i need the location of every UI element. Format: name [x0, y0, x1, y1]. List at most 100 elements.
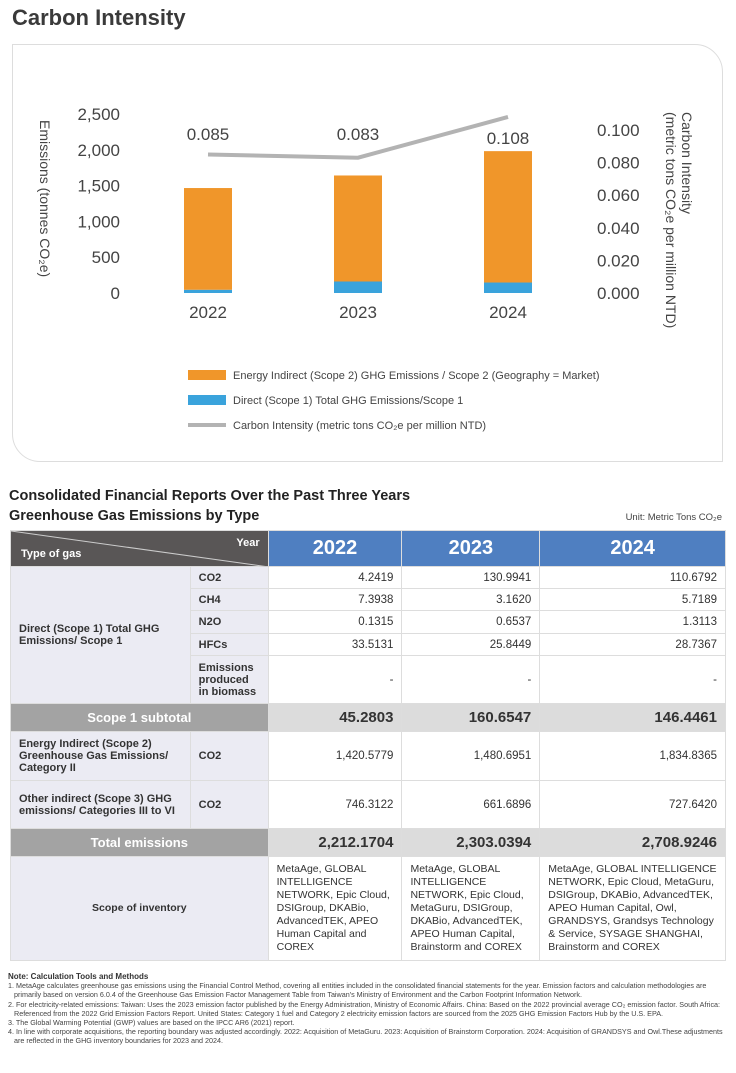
cell: 727.6420: [539, 780, 726, 829]
type-label: Type of gas: [21, 548, 82, 560]
scope2-bar: [484, 151, 532, 283]
scope1-row: Direct (Scope 1) Total GHG Emissions/ Sc…: [10, 566, 726, 704]
cell: 0.1315: [267, 610, 403, 634]
cell: MetaAge, GLOBAL INTELLIGENCE NETWORK, Ep…: [267, 856, 403, 961]
cell: 1,480.6951: [401, 731, 541, 781]
y2-axis-title: Carbon Intensity (metric tons CO₂e per m…: [663, 112, 695, 328]
x-tick-label: 2022: [189, 303, 227, 322]
cell: 1.3113: [539, 610, 726, 634]
y2-tick-label: 0.100: [597, 121, 640, 140]
y-tick-label: 2,000: [77, 141, 120, 160]
cell: 4.2419: [267, 566, 403, 589]
cell: 130.9941: [401, 566, 541, 589]
notes: Note: Calculation Tools and Methods 1. M…: [8, 972, 728, 1046]
legend-label: Carbon Intensity (metric tons CO₂e per m…: [233, 420, 486, 432]
row-label: Direct (Scope 1) Total GHG Emissions/ Sc…: [10, 566, 191, 704]
carbon-intensity-chart: 0 500 1,000 1,500 2,000 2,500 0.000 0.020 0.040 0…: [37, 105, 695, 432]
scope2-bar: [184, 188, 232, 290]
cell: 0.6537: [401, 610, 541, 634]
y-tick-label: 2,500: [77, 105, 120, 124]
cell: 1,834.8365: [539, 731, 726, 781]
y2-tick-label: 0.060: [597, 186, 640, 205]
year-header: 2023: [401, 530, 541, 567]
unit-label: Unit: Metric Tons CO₂e: [625, 512, 722, 523]
note: 3. The Global Warming Potential (GWP) va…: [8, 1018, 295, 1028]
table-heading-1: Consolidated Financial Reports Over the …: [9, 488, 411, 504]
legend-swatch: [188, 395, 226, 405]
inventory-row: Scope of inventory MetaAge, GLOBAL INTEL…: [10, 856, 726, 961]
gas-label: N2O: [189, 610, 269, 634]
scope1-bar: [334, 281, 382, 293]
intensity-data-label: 0.108: [487, 129, 530, 148]
gas-label: CH4: [189, 588, 269, 611]
cell: 746.3122: [267, 780, 403, 829]
intensity-data-label: 0.085: [187, 125, 230, 144]
x-tick-label: 2023: [339, 303, 377, 322]
y2-tick-label: 0.040: [597, 219, 640, 238]
cell: 146.4461: [539, 703, 726, 732]
intensity-line: [207, 115, 509, 160]
cell: -: [401, 655, 541, 704]
cell: MetaAge, GLOBAL INTELLIGENCE NETWORK, Ep…: [539, 856, 726, 961]
row-label: Scope of inventory: [10, 856, 269, 961]
cell: 33.5131: [267, 633, 403, 656]
row-label: Energy Indirect (Scope 2) Greenhouse Gas…: [10, 731, 191, 781]
y2-tick-label: 0.020: [597, 251, 640, 270]
cell: 3.1620: [401, 588, 541, 611]
gas-label: Emissions produced in biomass: [189, 655, 269, 704]
cell: 160.6547: [401, 703, 541, 732]
scope1-bar: [184, 289, 232, 293]
scope1-row: N2O 0.1315 0.6537 1.3113: [11, 610, 726, 634]
legend-label: Direct (Scope 1) Total GHG Emissions/Sco…: [233, 395, 463, 407]
cell: 110.6792: [539, 566, 726, 589]
row-label: Other indirect (Scope 3) GHG emissions/ …: [10, 780, 191, 829]
gas-label: CO2: [189, 566, 269, 589]
y-axis-title: Emissions (tonnes CO₂e): [37, 120, 53, 277]
total-row: Total emissions 2,212.1704 2,303.0394 2,…: [10, 828, 726, 857]
cell: 28.7367: [539, 633, 726, 656]
row-label: Scope 1 subtotal: [10, 703, 269, 732]
scope1-row: Emissions produced in biomass - - -: [11, 655, 726, 704]
gas-label: HFCs: [189, 633, 269, 656]
cell: 2,708.9246: [539, 828, 726, 857]
cell: 2,212.1704: [267, 828, 403, 857]
table-heading-2: Greenhouse Gas Emissions by Type: [9, 508, 260, 524]
x-tick-label: 2024: [489, 303, 527, 322]
y-tick-label: 1,000: [77, 212, 120, 231]
scope2-row: Energy Indirect (Scope 2) Greenhouse Gas…: [10, 731, 726, 781]
year-label: Year: [236, 537, 260, 549]
cell: 7.3938: [267, 588, 403, 611]
cell: 25.8449: [401, 633, 541, 656]
intensity-data-label: 0.083: [337, 125, 380, 144]
note: 4. In line with corporate acquisitions, …: [8, 1027, 723, 1046]
y2-tick-label: 0.000: [597, 284, 640, 303]
scope2-bar: [334, 175, 382, 282]
cell: 5.7189: [539, 588, 726, 611]
notes-title: Note: Calculation Tools and Methods: [8, 972, 149, 981]
cell: 2,303.0394: [401, 828, 541, 857]
scope3-row: Other indirect (Scope 3) GHG emissions/ …: [10, 780, 726, 829]
cell: -: [539, 655, 726, 704]
y-tick-label: 500: [92, 248, 120, 267]
note: 1. MetaAge calculates greenhouse gas emi…: [8, 981, 707, 1000]
gas-label: CO2: [189, 731, 269, 781]
cell: MetaAge, GLOBAL INTELLIGENCE NETWORK, Ep…: [401, 856, 541, 961]
cell: -: [267, 655, 403, 704]
legend-swatch: [188, 370, 226, 380]
cell: 1,420.5779: [267, 731, 403, 781]
ghg-table: Year Type of gas 2022 2023 2024 Direct (…: [10, 530, 726, 961]
note: 2. For electricity-related emissions: Ta…: [8, 999, 721, 1018]
scope1-bar: [484, 282, 532, 293]
scope1-row: CH4 7.3938 3.1620 5.7189: [11, 588, 726, 611]
cell: 45.2803: [267, 703, 403, 732]
row-label: Total emissions: [10, 828, 269, 857]
scope1-row: HFCs 33.5131 25.8449 28.7367: [11, 633, 726, 656]
gas-label: CO2: [189, 780, 269, 829]
y-tick-label: 1,500: [77, 177, 120, 196]
y2-tick-label: 0.080: [597, 154, 640, 173]
corner-header: Year Type of gas: [10, 530, 269, 567]
subtotal-row: Scope 1 subtotal 45.2803 160.6547 146.44…: [10, 703, 726, 732]
cell: 661.6896: [401, 780, 541, 829]
chart-title: Carbon Intensity: [12, 5, 186, 30]
year-header: 2024: [539, 530, 726, 567]
